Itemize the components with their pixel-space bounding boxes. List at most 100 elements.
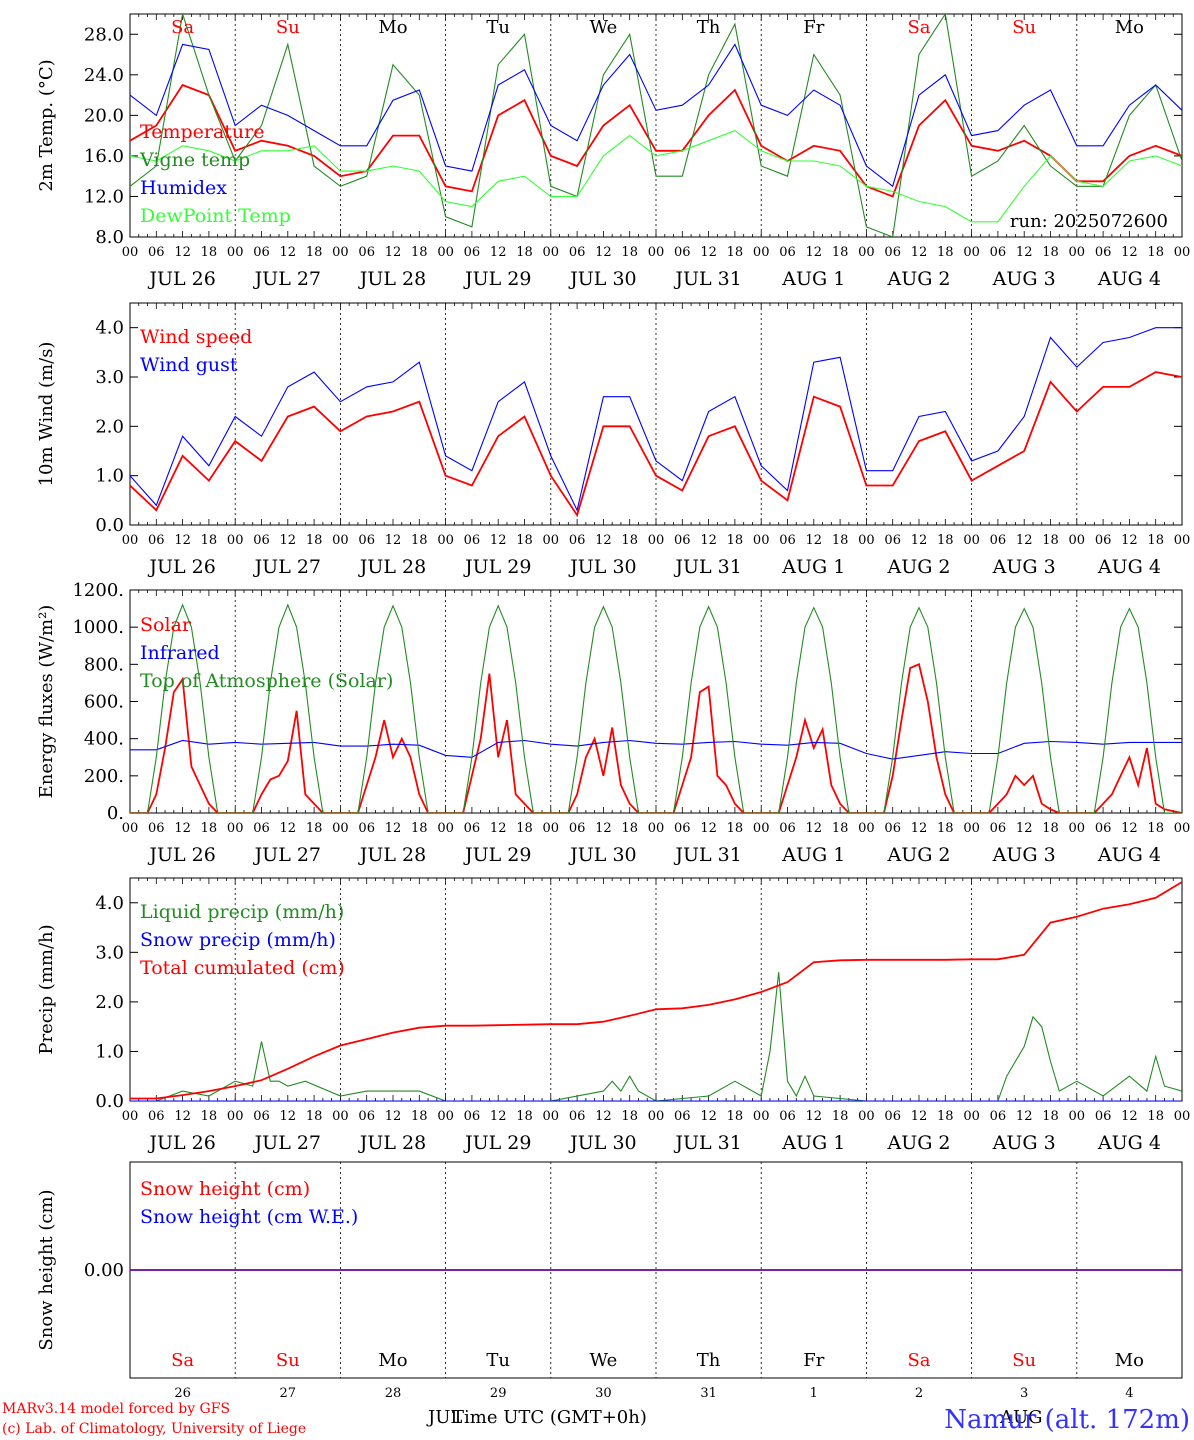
x-tick-label: 18 — [411, 821, 428, 836]
x-tick-label: 12 — [490, 533, 507, 548]
x-tick-label: 18 — [937, 533, 954, 548]
day-of-week-label: Sa — [171, 1350, 194, 1371]
x-tick-label: 06 — [990, 821, 1007, 836]
series-line-infrared — [130, 739, 1182, 760]
chart-panel-5: 26 27 28 29 30 31 1 2 3 4 0.00 Snow height (cm) Snow… — [36, 1161, 1183, 1401]
x-tick-label: 06 — [674, 245, 691, 260]
x-tick-label: 12 — [700, 821, 717, 836]
x-tick-label: 00 — [648, 533, 665, 548]
series-line-wind-speed — [130, 371, 1182, 518]
y-tick-label: 16.0 — [84, 146, 124, 167]
x-tick-label: 18 — [832, 1109, 849, 1124]
day-date-label: JUL 29 — [463, 1132, 531, 1154]
day-date-label: JUL 27 — [253, 1132, 321, 1154]
x-tick-label: 12 — [1016, 821, 1033, 836]
x-tick-label: 18 — [832, 245, 849, 260]
y-tick-label: 0.0 — [95, 515, 124, 536]
y-tick-label: 12.0 — [84, 186, 124, 207]
month-label-left: JUL — [426, 1407, 462, 1428]
x-tick-label: 06 — [148, 1109, 165, 1124]
y-tick-label: 800. — [84, 654, 124, 675]
y-tick-label: 400. — [84, 729, 124, 750]
x-tick-label: 18 — [516, 533, 533, 548]
x-tick-label: 06 — [464, 533, 481, 548]
x-tick-label: 00 — [332, 1109, 349, 1124]
day-of-week-label: Th — [697, 17, 721, 38]
chart-panel-4: 00 06 12 18 00 06 12 18 00 06 12 18 00 06 12 18 00 06 12 18… — [36, 877, 1190, 1154]
x-tick-label: 12 — [385, 533, 402, 548]
day-of-week-label: Mo — [378, 1350, 407, 1371]
x-tick-label: 06 — [569, 821, 586, 836]
y-axis-label: Precip (mm/h) — [36, 924, 57, 1054]
x-tick-label: 12 — [174, 533, 191, 548]
x-tick-label: 00 — [963, 821, 980, 836]
x-tick-label: 06 — [464, 821, 481, 836]
legend-entry: Humidex — [140, 177, 227, 199]
x-tick-label: 00 — [1069, 821, 1086, 836]
day-date-label: JUL 30 — [568, 556, 636, 578]
x-tick-label: 00 — [122, 1109, 139, 1124]
day-number-label: 26 — [174, 1386, 191, 1401]
x-tick-label: 06 — [358, 1109, 375, 1124]
x-tick-label: 12 — [490, 821, 507, 836]
chart-panel-1: 00 06 12 18 00 06 12 18 00 06 12 18 00 06 12 18 00 06 12 18… — [36, 13, 1190, 290]
legend-entry: Infrared — [140, 642, 220, 664]
day-of-week-label: Su — [1012, 17, 1036, 38]
legend-entry: Solar — [140, 614, 192, 636]
day-of-week-label: Tu — [486, 1350, 510, 1371]
series-line-total-cumulated-cm- — [130, 881, 1182, 1100]
x-tick-label: 06 — [1095, 821, 1112, 836]
x-tick-label: 12 — [700, 533, 717, 548]
x-tick-label: 00 — [543, 1109, 560, 1124]
credit-line-1: MARv3.14 model forced by GFS — [2, 1401, 230, 1417]
day-date-label: AUG 4 — [1097, 556, 1161, 578]
station-label: Namur (alt. 172m) — [944, 1405, 1190, 1435]
month-label-right: AUG — [999, 1407, 1043, 1428]
day-date-label: AUG 1 — [781, 844, 845, 866]
x-tick-label: 06 — [1095, 245, 1112, 260]
x-tick-label: 12 — [595, 533, 612, 548]
day-date-label: AUG 4 — [1097, 268, 1161, 290]
series-line-top-of-atmosphere-solar- — [130, 603, 1182, 813]
x-tick-label: 18 — [1042, 245, 1059, 260]
day-date-label: JUL 30 — [568, 1132, 636, 1154]
day-of-week-label: Tu — [486, 17, 510, 38]
x-tick-label: 06 — [253, 1109, 270, 1124]
day-of-week-label: We — [590, 17, 618, 38]
x-tick-label: 12 — [174, 245, 191, 260]
y-tick-label: 4.0 — [95, 893, 124, 914]
day-of-week-label: Sa — [907, 17, 930, 38]
x-tick-label: 12 — [700, 1109, 717, 1124]
x-tick-label: 00 — [227, 245, 244, 260]
x-tick-label: 12 — [1121, 821, 1138, 836]
x-tick-label: 18 — [727, 821, 744, 836]
x-tick-label: 06 — [253, 533, 270, 548]
x-tick-label: 18 — [201, 533, 218, 548]
legend-entry: Wind gust — [140, 354, 238, 376]
day-number-label: 2 — [915, 1386, 923, 1401]
x-tick-label: 00 — [648, 245, 665, 260]
y-tick-label: 24.0 — [84, 65, 124, 86]
x-tick-label: 00 — [1069, 533, 1086, 548]
x-tick-label: 18 — [516, 1109, 533, 1124]
x-tick-label: 06 — [148, 533, 165, 548]
day-of-week-label: Fr — [803, 1350, 824, 1371]
y-axis-label: 10m Wind (m/s) — [36, 342, 57, 487]
x-tick-label: 18 — [201, 245, 218, 260]
x-tick-label: 00 — [1174, 533, 1191, 548]
x-tick-label: 00 — [753, 1109, 770, 1124]
x-tick-label: 06 — [358, 245, 375, 260]
x-tick-label: 06 — [253, 245, 270, 260]
x-tick-label: 18 — [937, 245, 954, 260]
day-date-label: AUG 1 — [781, 1132, 845, 1154]
y-tick-label: 0.0 — [95, 1091, 124, 1112]
x-tick-label: 00 — [437, 533, 454, 548]
x-tick-label: 00 — [332, 821, 349, 836]
legend-entry: Snow height (cm) — [140, 1178, 310, 1200]
day-number-label: 28 — [385, 1386, 402, 1401]
x-tick-label: 00 — [543, 533, 560, 548]
x-tick-label: 12 — [174, 821, 191, 836]
day-of-week-label: We — [590, 1350, 618, 1371]
x-tick-label: 12 — [1016, 245, 1033, 260]
x-tick-label: 06 — [358, 821, 375, 836]
